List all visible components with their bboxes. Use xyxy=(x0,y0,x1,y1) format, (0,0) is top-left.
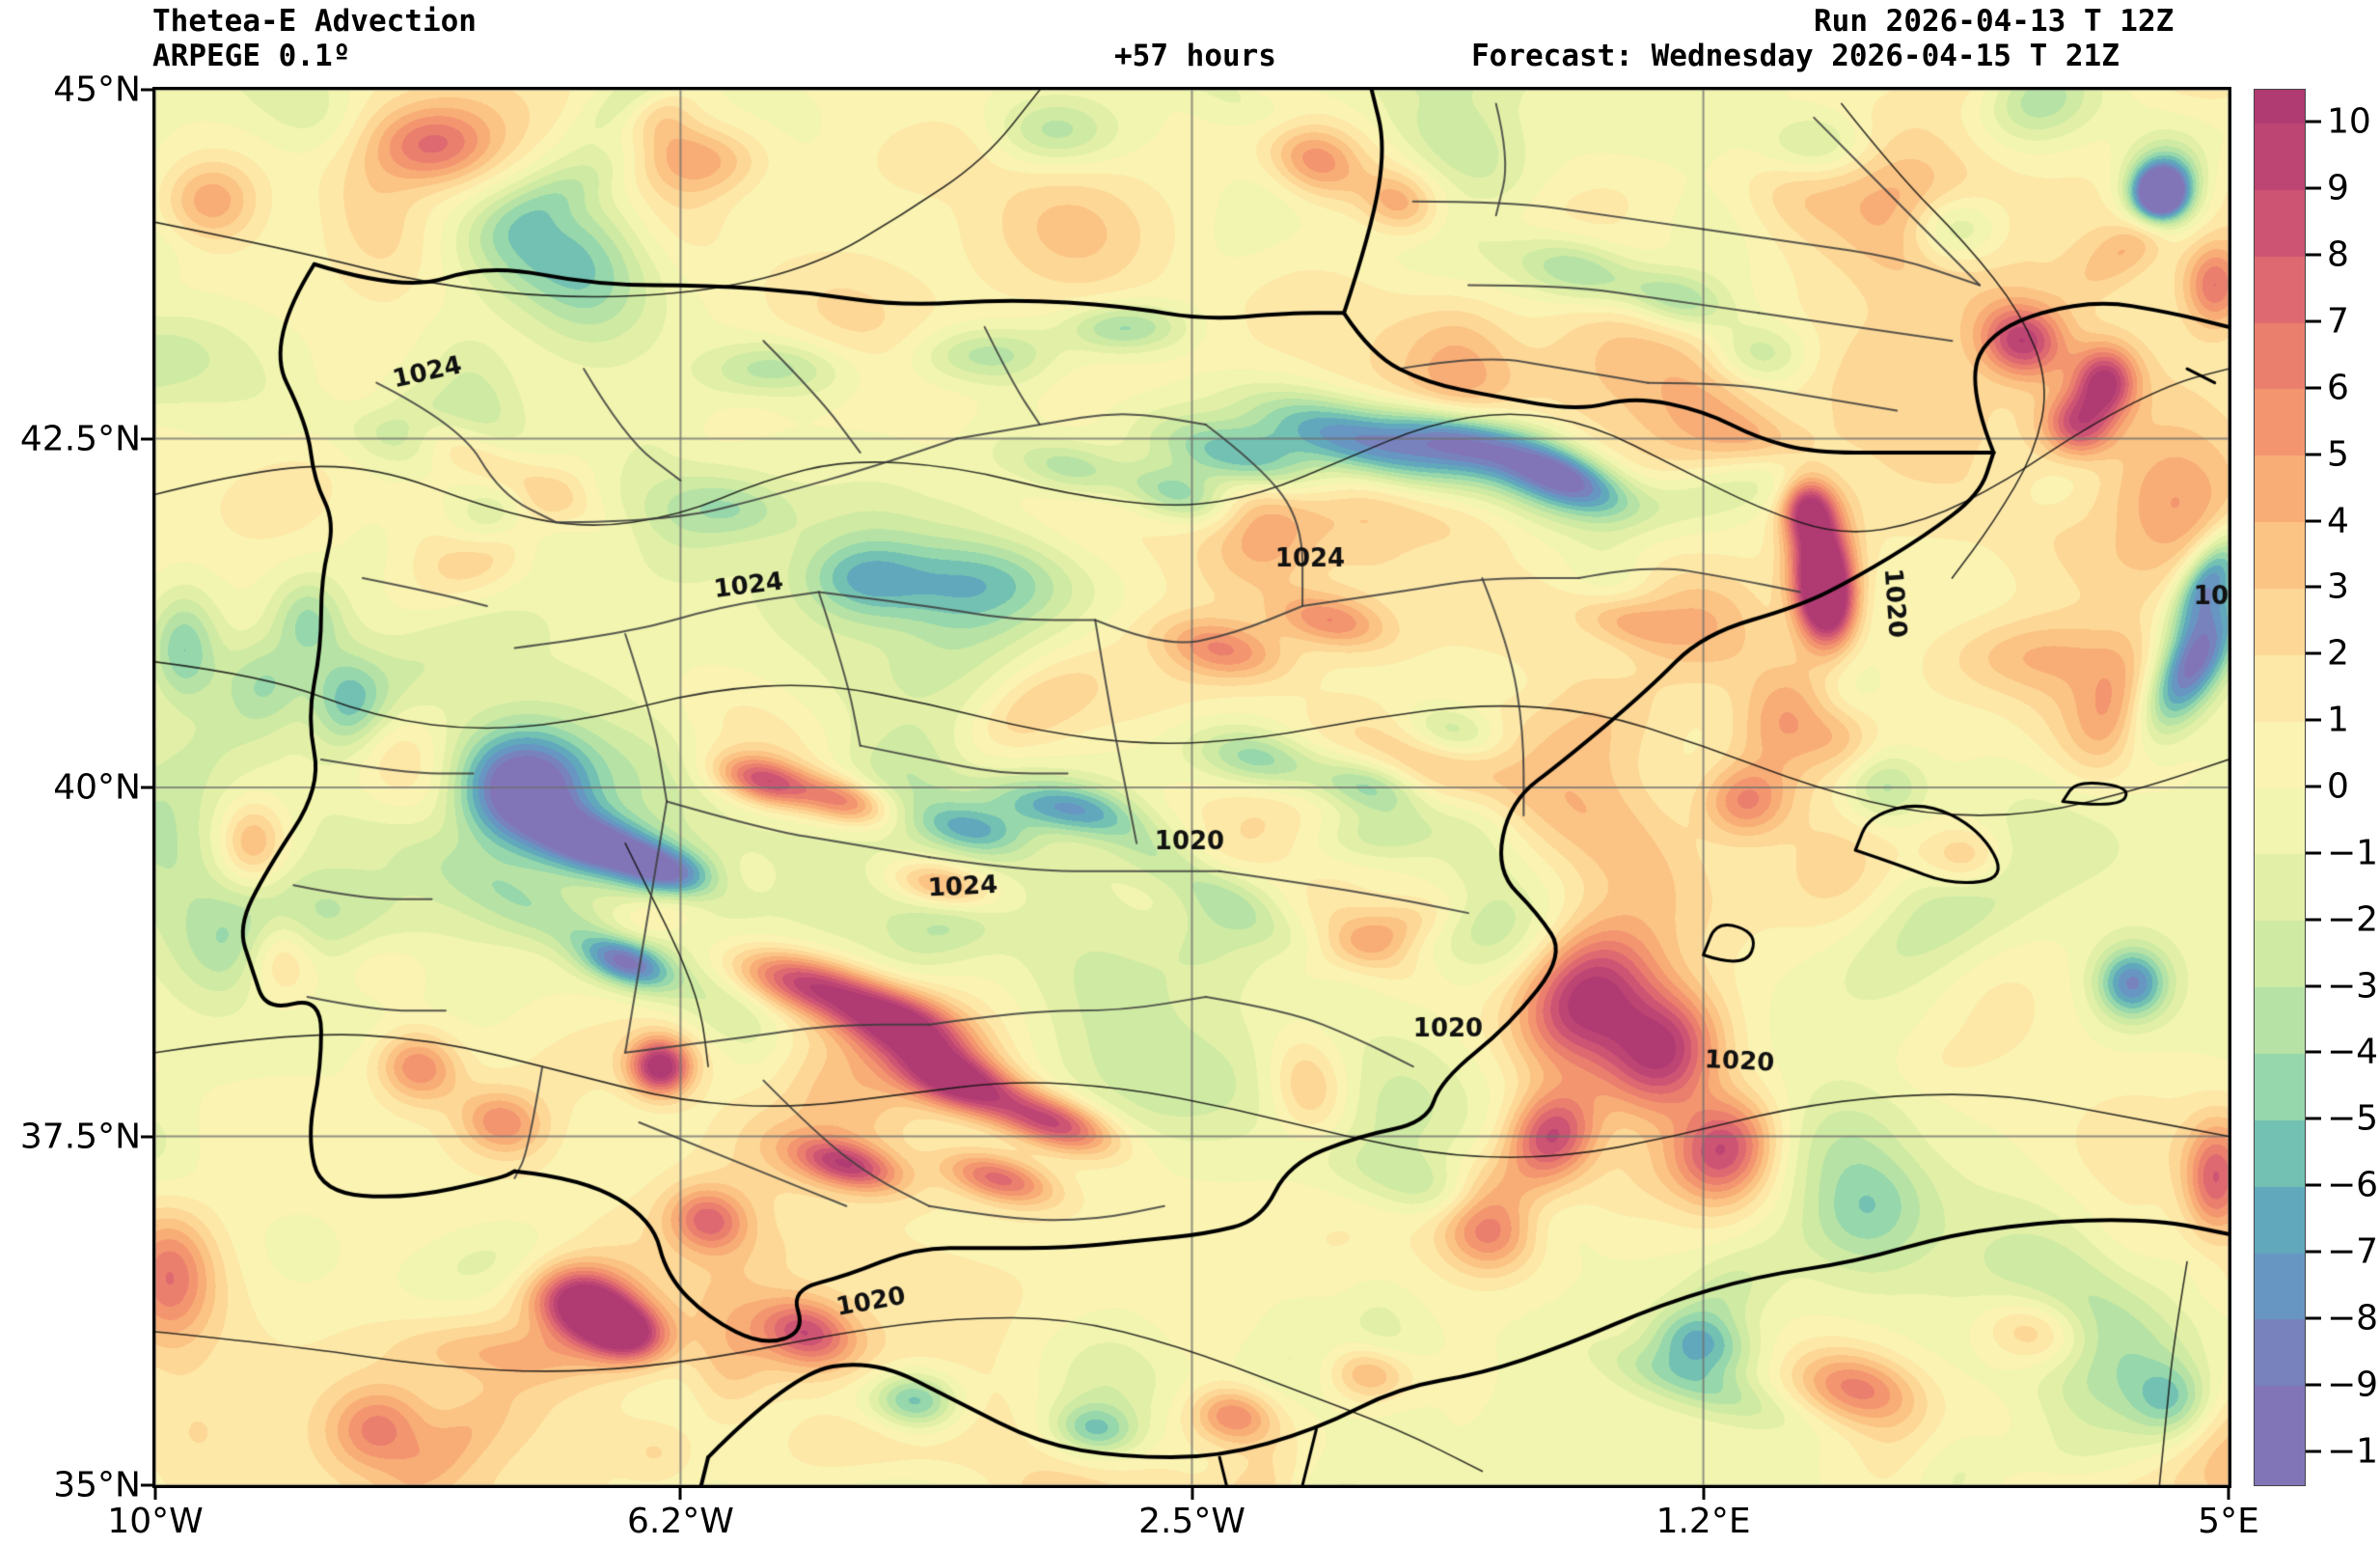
colorbar-tick-label: 4 xyxy=(2327,501,2349,541)
colorbar-tick-mark xyxy=(2306,851,2321,855)
run-label: Run 2026-04-13 T 12Z xyxy=(1814,4,2175,39)
colorbar-tick-mark xyxy=(2306,386,2321,390)
forecast-label: Forecast: Wednesday 2026-04-15 T 21Z xyxy=(1471,39,2120,73)
colorbar-tick-label: 2 xyxy=(2327,633,2349,674)
colorbar-gradient xyxy=(2255,90,2305,1485)
colorbar-tick-mark xyxy=(2306,120,2321,124)
y-tick-mark xyxy=(141,88,152,92)
y-tick-mark xyxy=(141,437,152,440)
colorbar-tick-mark xyxy=(2306,1316,2321,1320)
model-label: ARPEGE 0.1º xyxy=(152,39,351,73)
colorbar-tick-mark xyxy=(2306,1183,2321,1187)
colorbar-tick-label: 0 xyxy=(2327,766,2349,807)
colorbar-tick-label: −2 xyxy=(2327,899,2379,940)
advection-field-canvas xyxy=(155,90,2229,1485)
x-tick-label: 1.2°E xyxy=(1655,1502,1751,1541)
y-tick-label: 35°N xyxy=(53,1465,141,1505)
colorbar-tick-label: −10 xyxy=(2327,1431,2380,1472)
colorbar-tick-label: −3 xyxy=(2327,966,2379,1007)
y-tick-label: 42.5°N xyxy=(19,419,141,458)
x-tick-mark xyxy=(1702,1488,1706,1500)
y-tick-mark xyxy=(141,786,152,789)
y-tick-mark xyxy=(141,1135,152,1138)
colorbar-tick-mark xyxy=(2306,453,2321,456)
colorbar-tick-mark xyxy=(2306,585,2321,589)
y-tick-label: 40°N xyxy=(53,767,141,808)
colorbar-tick-label: −1 xyxy=(2327,833,2379,873)
colorbar-tick-label: 3 xyxy=(2327,566,2349,607)
colorbar-tick-label: −6 xyxy=(2327,1165,2379,1205)
colorbar-tick-label: 9 xyxy=(2327,168,2349,208)
colorbar-tick-mark xyxy=(2306,319,2321,323)
colorbar-tick-label: −4 xyxy=(2327,1032,2379,1072)
x-tick-mark xyxy=(1190,1488,1193,1500)
colorbar-tick-label: 1 xyxy=(2327,700,2349,740)
colorbar-tick-mark xyxy=(2306,1383,2321,1387)
colorbar-tick-label: −7 xyxy=(2327,1231,2379,1272)
colorbar-tick-label: 7 xyxy=(2327,301,2349,342)
colorbar-tick-mark xyxy=(2306,651,2321,655)
x-tick-label: 10°W xyxy=(107,1502,204,1541)
y-tick-label: 37.5°N xyxy=(19,1117,141,1156)
colorbar-tick-label: 8 xyxy=(2327,235,2349,275)
colorbar-tick-mark xyxy=(2306,1117,2321,1120)
colorbar xyxy=(2254,89,2306,1486)
colorbar-tick-label: 5 xyxy=(2327,434,2349,475)
x-tick-mark xyxy=(678,1488,682,1500)
colorbar-tick-mark xyxy=(2306,519,2321,523)
colorbar-tick-label: 10 xyxy=(2327,101,2371,142)
colorbar-tick-mark xyxy=(2306,1250,2321,1254)
colorbar-tick-label: −5 xyxy=(2327,1098,2379,1139)
colorbar-tick-mark xyxy=(2306,186,2321,190)
map-plot-area xyxy=(152,87,2231,1488)
x-tick-label: 5°E xyxy=(2198,1502,2259,1541)
colorbar-tick-mark xyxy=(2306,984,2321,988)
colorbar-tick-mark xyxy=(2306,718,2321,722)
colorbar-tick-mark xyxy=(2306,253,2321,257)
x-tick-mark xyxy=(2227,1488,2230,1500)
lead-time-label: +57 hours xyxy=(1114,39,1276,73)
page-title: Thetea-E Advection xyxy=(152,4,477,39)
colorbar-tick-mark xyxy=(2306,918,2321,922)
x-tick-label: 6.2°W xyxy=(626,1502,734,1541)
y-tick-label: 45°N xyxy=(53,69,141,110)
colorbar-tick-label: −9 xyxy=(2327,1365,2379,1405)
colorbar-tick-label: 6 xyxy=(2327,368,2349,408)
colorbar-tick-label: −8 xyxy=(2327,1298,2379,1339)
colorbar-tick-mark xyxy=(2306,1449,2321,1453)
colorbar-tick-mark xyxy=(2306,785,2321,788)
y-tick-mark xyxy=(141,1483,152,1487)
x-tick-label: 2.5°W xyxy=(1138,1502,1245,1541)
x-tick-mark xyxy=(153,1488,157,1500)
colorbar-tick-mark xyxy=(2306,1050,2321,1054)
